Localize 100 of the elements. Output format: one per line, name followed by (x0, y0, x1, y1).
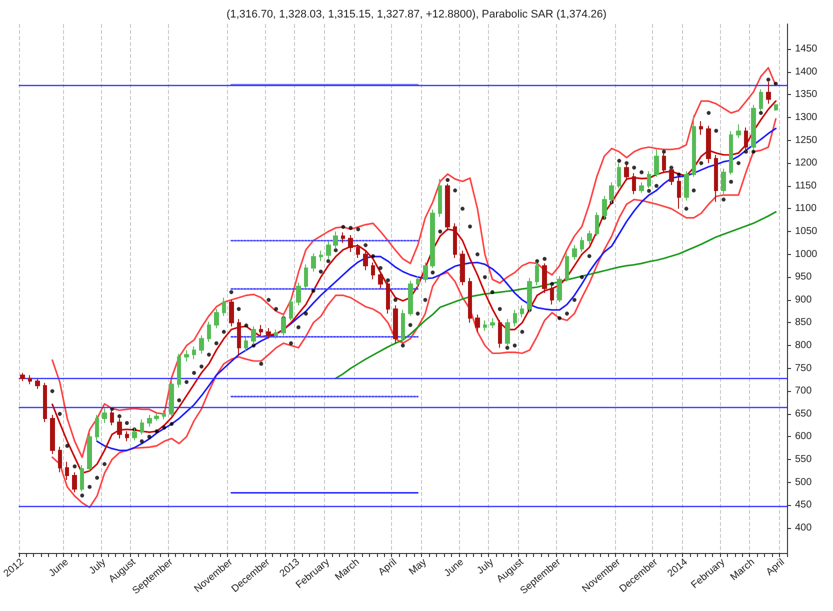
y-tick-label: 1450 (795, 44, 818, 55)
candlestick (87, 432, 92, 472)
candlestick (736, 124, 741, 139)
candlestick (95, 414, 99, 441)
candlestick (274, 329, 278, 340)
candlestick (706, 125, 711, 164)
candlestick (617, 162, 621, 189)
candlestick (639, 182, 644, 194)
candlestick (438, 178, 442, 218)
candlestick (542, 262, 547, 294)
y-tick-label: 750 (795, 362, 812, 374)
y-tick-label: 950 (795, 272, 812, 283)
candlestick (363, 250, 368, 271)
y-tick-label: 850 (795, 317, 812, 328)
candlestick (28, 374, 32, 385)
candlestick (513, 309, 517, 327)
candlestick (222, 297, 226, 316)
candlestick (647, 170, 651, 189)
candlestick (490, 318, 495, 329)
candlestick (140, 418, 144, 435)
y-tick-label: 900 (795, 294, 812, 306)
candlestick (445, 183, 450, 232)
x-tick-label: July (87, 556, 108, 577)
candlestick (177, 353, 181, 388)
candlestick (199, 334, 204, 354)
candlestick (744, 127, 748, 152)
y-tick-label: 1250 (795, 134, 818, 146)
candlestick (453, 222, 457, 258)
candlestick (677, 177, 681, 210)
x-tick-label: July (475, 556, 496, 577)
y-tick-label: 500 (795, 476, 812, 488)
candlestick (229, 299, 234, 327)
y-tick-label: 1000 (795, 248, 818, 260)
candlestick (72, 472, 77, 493)
candlestick (408, 280, 413, 316)
candlestick (483, 320, 487, 332)
y-tick-label: 600 (795, 431, 812, 442)
y-tick-label: 1100 (795, 203, 817, 214)
y-tick-label: 1400 (795, 66, 818, 78)
candlestick (341, 232, 345, 244)
candlestick (393, 304, 398, 344)
candlestick (692, 114, 696, 178)
candlestick (654, 148, 659, 178)
candlestick (244, 336, 248, 352)
candlestick (259, 324, 263, 336)
y-tick-label: 1050 (795, 226, 818, 237)
candlestick (207, 321, 211, 342)
candlestick (751, 104, 756, 150)
candlestick (50, 414, 55, 455)
candlestick (192, 346, 196, 360)
candlestick (102, 408, 107, 424)
candlestick (721, 168, 726, 195)
candlestick (58, 446, 62, 473)
y-tick-label: 550 (795, 454, 812, 466)
candlestick (565, 252, 569, 282)
x-tick-label: June (442, 556, 466, 580)
candlestick (572, 244, 577, 260)
candlestick (356, 244, 360, 258)
candlestick (348, 234, 353, 253)
candlestick (498, 319, 502, 348)
candlestick (699, 120, 703, 136)
candlestick (154, 412, 159, 422)
candlestick (475, 314, 480, 332)
candlestick (378, 271, 383, 289)
y-tick-label: 1150 (795, 180, 817, 192)
line-series (96, 128, 777, 452)
candlestick (423, 262, 428, 284)
y-tick-label: 650 (795, 408, 812, 420)
candlestick (296, 282, 301, 306)
candlestick (468, 278, 472, 324)
y-tick-label: 800 (795, 340, 812, 352)
candlestick (289, 298, 293, 321)
candlestick (237, 318, 241, 356)
candlestick (326, 241, 331, 260)
candlestick (520, 304, 524, 318)
candlestick (460, 250, 465, 286)
candlestick (430, 209, 435, 268)
candlestick (214, 308, 219, 329)
candlestick (35, 378, 40, 390)
candlestick (714, 154, 718, 202)
candlestick (147, 414, 152, 428)
candlestick (587, 230, 592, 245)
x-tick-label: May (407, 556, 429, 578)
candlestick (266, 328, 271, 340)
y-tick-label: 1300 (795, 112, 818, 123)
chart-title: (1,316.70, 1,328.03, 1,315.15, 1,327.87, +12.8800), Parabolic SAR (1,374.26) (226, 8, 607, 20)
candlestick (125, 430, 129, 442)
candlestick (184, 350, 189, 362)
candlestick (311, 252, 316, 272)
candlestick (43, 382, 47, 423)
y-tick-label: 450 (795, 500, 812, 511)
candlestick (304, 264, 308, 289)
y-tick-label: 1200 (795, 158, 818, 169)
candlestick (684, 170, 689, 201)
candlestick (20, 372, 25, 382)
candlestick (774, 104, 778, 112)
candlestick (557, 276, 562, 303)
candlestick (729, 130, 733, 175)
candlestick (65, 461, 69, 481)
y-tick-label: 700 (795, 386, 812, 397)
